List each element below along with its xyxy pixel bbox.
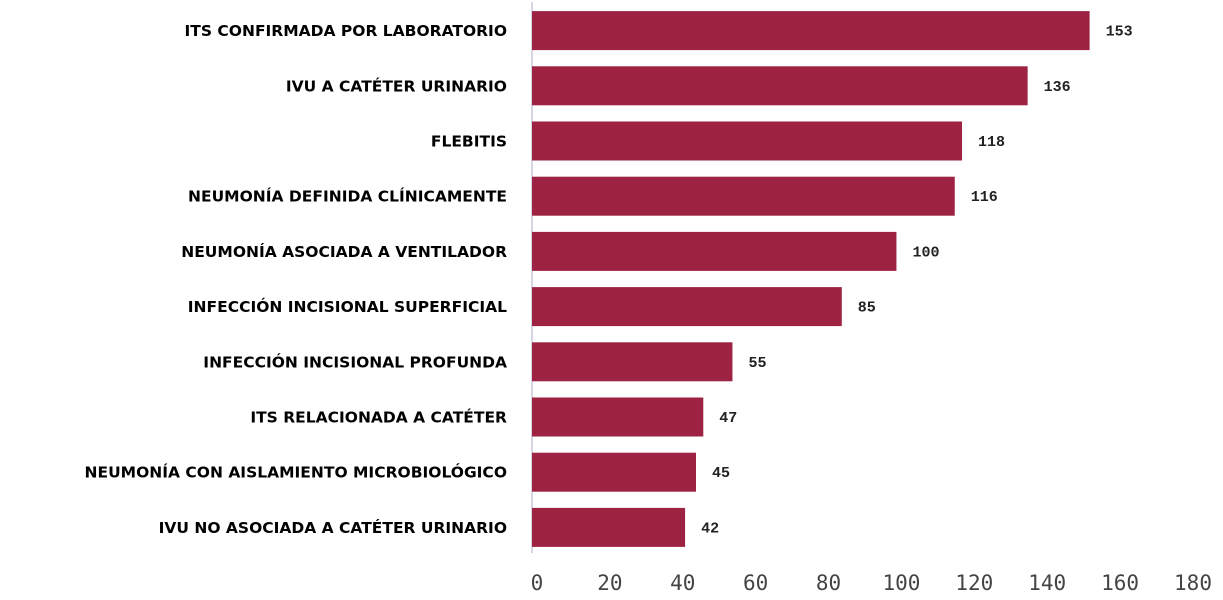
x-tick-label: 180 — [1174, 571, 1212, 595]
bar — [532, 66, 1028, 106]
category-label: NEUMONÍA DEFINIDA CLÍNICAMENTE — [188, 187, 507, 206]
category-label: IVU A CATÉTER URINARIO — [286, 76, 507, 95]
bar — [532, 342, 733, 382]
x-tick-label: 80 — [816, 571, 841, 595]
bar — [532, 507, 686, 547]
value-label: 55 — [748, 355, 766, 372]
bar — [532, 121, 963, 161]
category-label: ITS CONFIRMADA POR LABORATORIO — [185, 22, 507, 40]
x-tick-label: 0 — [531, 571, 544, 595]
value-label: 45 — [712, 465, 730, 482]
category-label: NEUMONÍA ASOCIADA A VENTILADOR — [181, 242, 507, 261]
category-label: ITS RELACIONADA A CATÉTER — [250, 408, 507, 427]
x-tick-label: 40 — [670, 571, 695, 595]
value-label: 47 — [719, 410, 737, 427]
bar — [532, 231, 897, 271]
bar — [532, 397, 704, 437]
value-label: 136 — [1044, 79, 1071, 96]
bar — [532, 287, 842, 327]
value-label: 153 — [1106, 24, 1133, 41]
x-tick-label: 120 — [955, 571, 993, 595]
category-label: IVU NO ASOCIADA A CATÉTER URINARIO — [159, 518, 507, 537]
value-label: 116 — [971, 189, 998, 206]
x-tick-label: 100 — [882, 571, 920, 595]
category-label: FLEBITIS — [431, 133, 507, 151]
category-label: INFECCIÓN INCISIONAL PROFUNDA — [203, 352, 507, 371]
value-label: 85 — [858, 300, 876, 317]
value-label: 42 — [701, 520, 719, 537]
category-label: NEUMONÍA CON AISLAMIENTO MICROBIOLÓGICO — [85, 463, 507, 482]
bar — [532, 176, 955, 216]
x-tick-label: 60 — [743, 571, 768, 595]
category-label: INFECCIÓN INCISIONAL SUPERFICIAL — [188, 297, 507, 316]
x-tick-label: 140 — [1028, 571, 1066, 595]
x-tick-label: 160 — [1101, 571, 1139, 595]
value-label: 118 — [978, 134, 1005, 151]
value-label: 100 — [912, 244, 939, 261]
bar — [532, 452, 696, 492]
bar — [532, 11, 1090, 51]
x-tick-label: 20 — [597, 571, 622, 595]
